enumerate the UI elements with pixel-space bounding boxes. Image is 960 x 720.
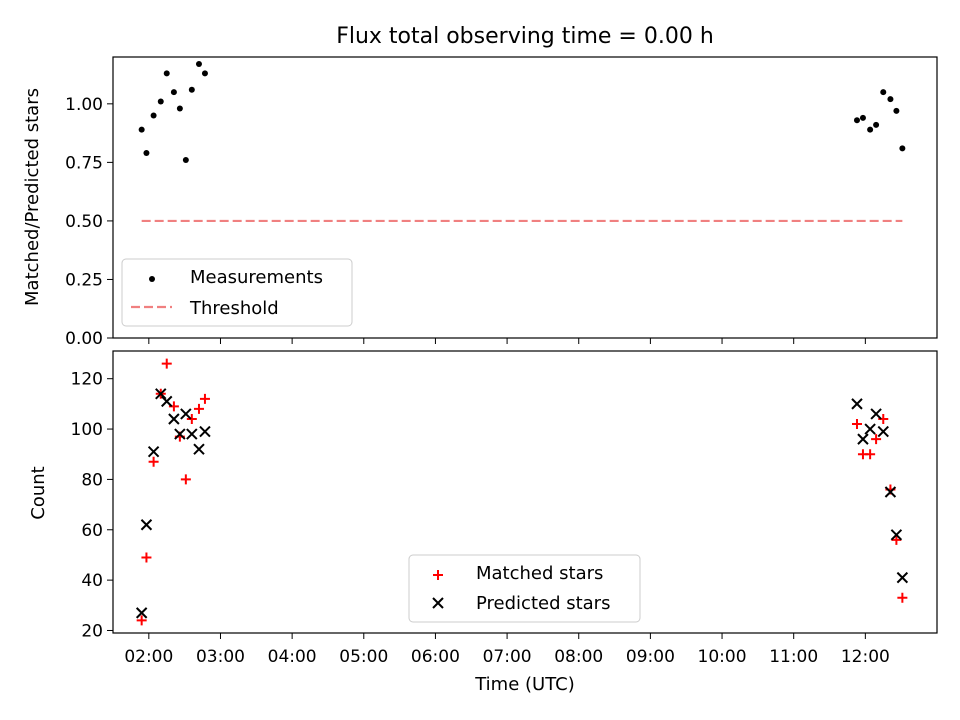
chart-title: Flux total observing time = 0.00 h bbox=[336, 24, 714, 49]
measurement-point bbox=[867, 126, 874, 133]
x-tick-label: 10:00 bbox=[698, 647, 747, 667]
legend-measurements-label: Measurements bbox=[190, 267, 323, 288]
bottom-y-axis-label: Count bbox=[28, 466, 49, 519]
predicted-star-point bbox=[864, 423, 876, 435]
matched-star-point bbox=[148, 456, 159, 467]
measurement-point bbox=[873, 121, 880, 128]
legend-predicted-marker bbox=[432, 597, 444, 609]
predicted-star-point bbox=[851, 398, 863, 410]
matched-star-point bbox=[136, 615, 147, 626]
predicted-star-point bbox=[135, 607, 148, 619]
bottom-y-tick-label: 20 bbox=[81, 621, 103, 641]
matched-star-point bbox=[193, 403, 204, 414]
measurement-point bbox=[150, 112, 157, 119]
measurement-point bbox=[157, 98, 164, 105]
legend-measurements-marker bbox=[149, 276, 155, 282]
top-y-tick-label: 1.00 bbox=[65, 95, 103, 115]
x-tick-label: 07:00 bbox=[483, 647, 532, 667]
measurement-point bbox=[138, 126, 145, 133]
predicted-star-point bbox=[890, 529, 903, 541]
measurement-point bbox=[195, 61, 202, 68]
matched-star-point bbox=[199, 393, 210, 404]
predicted-star-point bbox=[180, 408, 192, 420]
top-y-tick-label: 0.75 bbox=[65, 153, 103, 173]
matched-star-point bbox=[180, 474, 191, 485]
predicted-star-point bbox=[168, 413, 180, 425]
measurement-point bbox=[143, 150, 150, 157]
predicted-star-point bbox=[155, 388, 167, 400]
measurement-point bbox=[188, 86, 195, 93]
measurement-point bbox=[887, 96, 894, 103]
bottom-y-tick-label: 120 bbox=[71, 370, 103, 390]
predicted-star-point bbox=[896, 571, 909, 584]
measurement-point bbox=[853, 117, 860, 124]
measurement-point bbox=[201, 70, 208, 77]
x-tick-label: 03:00 bbox=[196, 647, 245, 667]
predicted-star-point bbox=[199, 425, 211, 438]
measurement-point bbox=[880, 89, 887, 96]
bottom-legend: Matched stars Predicted stars bbox=[408, 554, 641, 623]
matched-star-point bbox=[865, 449, 876, 460]
bottom-axes-frame bbox=[112, 350, 938, 634]
measurement-point bbox=[170, 89, 177, 96]
top-y-tick-label: 0.00 bbox=[65, 329, 103, 349]
matched-star-point bbox=[851, 419, 862, 430]
matched-star-point bbox=[871, 434, 882, 445]
matched-star-point bbox=[891, 534, 902, 545]
legend-frame bbox=[121, 258, 353, 327]
legend-predicted-label: Predicted stars bbox=[476, 593, 610, 614]
top-y-tick-label: 0.50 bbox=[65, 212, 103, 232]
bottom-panel: 20 40 60 80 100 120 02:00 03:00 04:00 05:00 06:00 0… bbox=[28, 350, 938, 695]
measurement-point bbox=[182, 157, 189, 164]
legend-matched-marker bbox=[433, 570, 443, 580]
predicted-star-point bbox=[193, 443, 205, 455]
top-panel: 0.00 0.25 0.50 0.75 1.00 Matched/Predicted s… bbox=[22, 56, 938, 349]
predicted-star-point bbox=[174, 428, 186, 440]
x-tick-label: 06:00 bbox=[411, 647, 460, 667]
bottom-y-tick-label: 100 bbox=[71, 420, 103, 440]
measurement-point bbox=[893, 107, 900, 114]
predicted-star-point bbox=[186, 428, 198, 440]
matched-star-point bbox=[186, 413, 197, 424]
bottom-y-tick-label: 80 bbox=[81, 470, 103, 490]
legend-frame bbox=[408, 554, 641, 623]
predicted-star-point bbox=[884, 486, 897, 498]
x-tick-label: 04:00 bbox=[268, 647, 317, 667]
matched-star-point bbox=[141, 552, 152, 563]
bottom-y-tick-label: 60 bbox=[81, 521, 103, 541]
top-legend: Measurements Threshold bbox=[121, 258, 353, 327]
legend-threshold-label: Threshold bbox=[189, 298, 279, 319]
legend-matched-label: Matched stars bbox=[476, 563, 603, 584]
x-axis-label: Time (UTC) bbox=[474, 674, 575, 695]
predicted-star-point bbox=[147, 446, 160, 458]
predicted-star-point bbox=[877, 425, 889, 438]
x-tick-label: 05:00 bbox=[339, 647, 388, 667]
top-series bbox=[138, 61, 906, 223]
x-tick-label: 11:00 bbox=[769, 647, 818, 667]
measurement-point bbox=[899, 145, 906, 152]
predicted-star-point bbox=[140, 519, 153, 531]
x-tick-label: 08:00 bbox=[554, 647, 603, 667]
predicted-star-point bbox=[857, 433, 869, 445]
measurement-point bbox=[163, 70, 170, 77]
bottom-y-tick-label: 40 bbox=[81, 571, 103, 591]
predicted-star-point bbox=[870, 408, 882, 420]
x-tick-label: 12:00 bbox=[841, 647, 890, 667]
matched-star-point bbox=[897, 592, 908, 603]
x-tick-label: 09:00 bbox=[626, 647, 675, 667]
top-y-axis-label: Matched/Predicted stars bbox=[22, 88, 43, 306]
predicted-star-point bbox=[161, 395, 173, 408]
measurement-point bbox=[859, 114, 866, 121]
matched-star-point bbox=[161, 358, 172, 369]
bottom-series bbox=[135, 358, 909, 626]
measurement-point bbox=[176, 105, 183, 112]
top-axis-ticks: 0.00 0.25 0.50 0.75 1.00 bbox=[65, 95, 866, 349]
bottom-axis-ticks: 20 40 60 80 100 120 02:00 03:00 04:00 05:00 06:00 0… bbox=[71, 370, 890, 667]
top-axes-frame bbox=[112, 56, 938, 339]
top-y-tick-label: 0.25 bbox=[65, 270, 103, 290]
x-tick-label: 02:00 bbox=[124, 647, 173, 667]
